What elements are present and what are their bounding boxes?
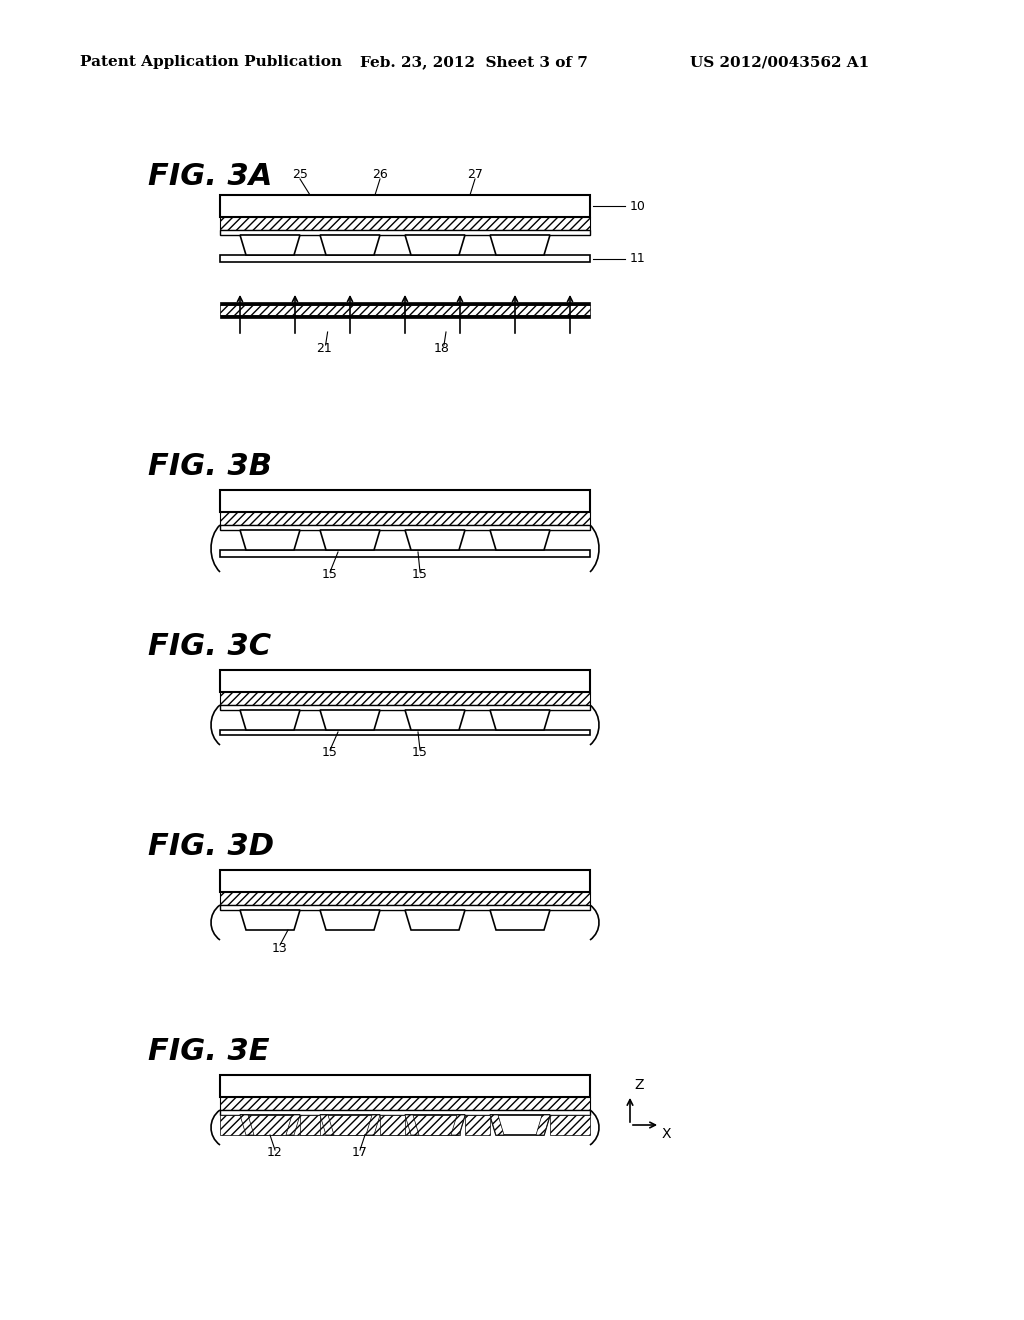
Text: 12: 12 (267, 1147, 283, 1159)
Bar (220, 302, 590, 305)
Polygon shape (240, 531, 300, 550)
Polygon shape (319, 710, 380, 730)
Bar (220, 1110, 590, 1115)
Text: FIG. 3B: FIG. 3B (148, 451, 272, 480)
Text: 15: 15 (412, 747, 428, 759)
Bar (220, 315, 590, 318)
Text: 25: 25 (292, 169, 308, 181)
Bar (220, 730, 590, 735)
Bar (220, 692, 590, 705)
Polygon shape (240, 710, 300, 730)
Text: 15: 15 (412, 569, 428, 582)
Polygon shape (240, 1115, 254, 1135)
Polygon shape (490, 1115, 504, 1135)
Bar (550, 1115, 590, 1135)
Bar (380, 1115, 406, 1135)
Polygon shape (406, 531, 465, 550)
Text: FIG. 3C: FIG. 3C (148, 632, 271, 661)
Polygon shape (406, 710, 465, 730)
Polygon shape (490, 1115, 550, 1135)
Polygon shape (406, 235, 465, 255)
Text: Feb. 23, 2012  Sheet 3 of 7: Feb. 23, 2012 Sheet 3 of 7 (360, 55, 588, 69)
Bar (220, 1097, 590, 1110)
Bar (220, 230, 590, 235)
Polygon shape (319, 531, 380, 550)
Polygon shape (240, 235, 300, 255)
Text: 15: 15 (323, 569, 338, 582)
Bar (220, 870, 590, 892)
Text: FIG. 3A: FIG. 3A (148, 162, 272, 191)
Polygon shape (406, 1115, 465, 1135)
Polygon shape (406, 909, 465, 931)
Polygon shape (319, 235, 380, 255)
Polygon shape (286, 1115, 300, 1135)
Bar (220, 906, 590, 909)
Bar (220, 255, 590, 261)
Bar (220, 1074, 590, 1097)
Bar (220, 195, 590, 216)
Bar (220, 550, 590, 557)
Text: 10: 10 (630, 199, 646, 213)
Text: US 2012/0043562 A1: US 2012/0043562 A1 (690, 55, 869, 69)
Text: FIG. 3D: FIG. 3D (148, 832, 274, 861)
Text: 26: 26 (372, 169, 388, 181)
Text: 18: 18 (434, 342, 450, 355)
Text: FIG. 3E: FIG. 3E (148, 1038, 269, 1067)
Polygon shape (490, 710, 550, 730)
Polygon shape (490, 235, 550, 255)
Bar (220, 892, 590, 906)
Text: 11: 11 (630, 252, 646, 265)
Polygon shape (366, 1115, 380, 1135)
Polygon shape (406, 1115, 419, 1135)
Bar (220, 512, 590, 525)
Text: Z: Z (634, 1078, 643, 1092)
Polygon shape (536, 1115, 550, 1135)
Text: 15: 15 (323, 747, 338, 759)
Bar (465, 1115, 490, 1135)
Polygon shape (319, 1115, 380, 1135)
Text: 13: 13 (272, 941, 288, 954)
Text: 27: 27 (467, 169, 483, 181)
Text: Patent Application Publication: Patent Application Publication (80, 55, 342, 69)
Bar (220, 216, 590, 230)
Bar (220, 705, 590, 710)
Bar (300, 1115, 319, 1135)
Polygon shape (240, 1115, 300, 1135)
Text: 17: 17 (352, 1147, 368, 1159)
Bar (220, 305, 590, 315)
Polygon shape (319, 909, 380, 931)
Bar (220, 525, 590, 531)
Bar (220, 1115, 460, 1135)
Polygon shape (451, 1115, 465, 1135)
Polygon shape (490, 531, 550, 550)
Polygon shape (240, 909, 300, 931)
Polygon shape (490, 909, 550, 931)
Polygon shape (319, 1115, 334, 1135)
Text: X: X (662, 1127, 672, 1140)
Bar (220, 671, 590, 692)
Bar (220, 490, 590, 512)
Text: 21: 21 (315, 342, 332, 355)
